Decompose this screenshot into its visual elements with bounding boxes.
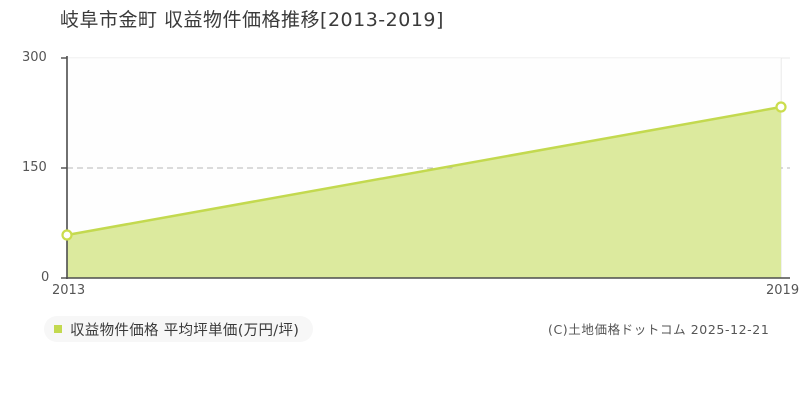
y-axis-tick-label: 150 [22, 160, 47, 175]
series-area-fill-overlay [452, 107, 781, 278]
y-axis-tick-label: 300 [22, 50, 47, 65]
x-axis-tick-label: 2013 [52, 283, 86, 298]
copyright-credit: (C)土地価格ドットコム 2025-12-21 [548, 322, 770, 337]
legend-swatch-icon [54, 325, 62, 333]
chart-title: 岐阜市金町 収益物件価格推移[2013-2019] [60, 9, 444, 31]
y-axis-tick-label: 0 [41, 270, 50, 285]
legend-label: 収益物件価格 平均坪単価(万円/坪) [70, 322, 300, 339]
x-axis-tick-label: 2019 [766, 283, 800, 298]
series-line [66, 105, 782, 237]
chart-legend[interactable]: 収益物件価格 平均坪単価(万円/坪) [44, 316, 314, 342]
data-point-marker[interactable] [775, 101, 787, 113]
data-point-marker[interactable] [61, 229, 73, 241]
